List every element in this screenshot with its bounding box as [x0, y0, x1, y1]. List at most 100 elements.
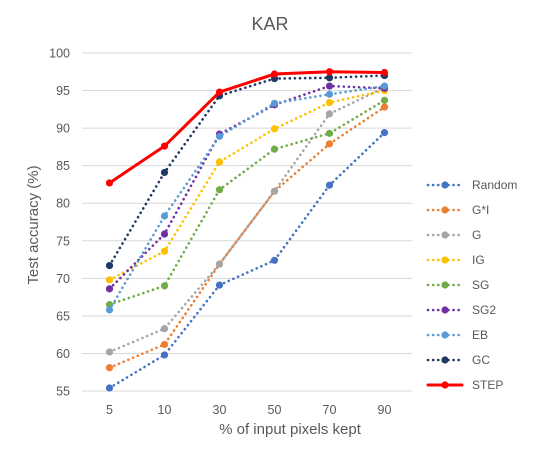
chart-title: KAR [251, 14, 288, 34]
data-point [380, 103, 389, 111]
data-point [215, 281, 224, 289]
series-line [108, 105, 386, 370]
legend-entry: IG [426, 253, 485, 267]
series-line [108, 89, 386, 282]
data-point [105, 276, 114, 284]
legend-entry: EB [426, 328, 488, 342]
data-point [325, 181, 334, 189]
legend-entry: G [426, 228, 481, 242]
series-line [108, 84, 386, 291]
data-point [215, 260, 224, 268]
legend-marker [441, 356, 449, 364]
x-tick-label: 10 [158, 403, 172, 417]
data-point [325, 82, 334, 90]
x-tick-label: 30 [213, 403, 227, 417]
legend-label: IG [472, 253, 485, 267]
y-tick-label: 90 [56, 122, 70, 136]
legend-entry: STEP [426, 378, 503, 392]
data-point [160, 230, 169, 238]
legend-entry: G*I [426, 203, 489, 217]
series-g [105, 83, 389, 356]
y-tick-label: 85 [56, 159, 70, 173]
data-point [160, 247, 169, 255]
x-tick-label: 5 [106, 403, 113, 417]
data-point [105, 285, 114, 293]
x-tick-label: 70 [323, 403, 337, 417]
data-point [105, 306, 114, 314]
x-tick-label: 90 [378, 403, 392, 417]
legend-marker [441, 206, 449, 214]
series-gc [105, 71, 389, 270]
series-line [108, 84, 386, 312]
y-tick-label: 100 [49, 47, 70, 61]
y-axis-label: Test accuracy (%) [25, 165, 42, 284]
data-point [160, 282, 169, 290]
legend-marker [441, 306, 449, 314]
data-point [215, 132, 224, 140]
series-line [108, 70, 386, 185]
data-point [270, 99, 279, 107]
data-point [325, 90, 334, 98]
series-sg2 [105, 82, 389, 293]
data-point [160, 168, 169, 177]
data-point [105, 384, 114, 392]
data-point [270, 145, 279, 153]
legend-label: GC [472, 353, 490, 367]
series-lines [105, 68, 389, 392]
data-point [325, 68, 334, 76]
series-ig [105, 86, 389, 284]
data-point [325, 74, 334, 82]
y-tick-label: 65 [56, 309, 70, 323]
legend: Random G*I G IG SG SG2 EB GC STEP [426, 178, 517, 392]
x-tick-label: 50 [268, 403, 282, 417]
data-point [160, 212, 169, 220]
legend-label: G*I [472, 203, 489, 217]
legend-entry: GC [426, 353, 490, 367]
data-point [160, 325, 169, 333]
legend-marker [441, 181, 449, 189]
y-tick-label: 80 [56, 197, 70, 211]
legend-label: Random [472, 178, 517, 192]
legend-marker [441, 256, 449, 264]
y-tick-label: 60 [56, 347, 70, 361]
y-tick-label: 75 [56, 234, 70, 248]
data-point [215, 186, 224, 194]
legend-label: STEP [472, 378, 503, 392]
data-point [325, 140, 334, 148]
data-point [160, 340, 169, 349]
data-point [215, 158, 224, 166]
data-point [325, 98, 334, 107]
legend-entry: Random [426, 178, 517, 192]
x-axis-label: % of input pixels kept [219, 421, 362, 438]
data-point [270, 256, 279, 264]
data-point [160, 351, 169, 359]
data-point [325, 129, 334, 137]
x-axis-ticks: 5 10 30 50 70 90 [106, 403, 391, 417]
data-point [325, 110, 334, 118]
y-tick-label: 70 [56, 272, 70, 286]
data-point [105, 348, 114, 356]
series-random [105, 129, 389, 392]
legend-label: G [472, 228, 481, 242]
y-axis-ticks: 55 60 65 70 75 80 85 90 95 100 [49, 47, 70, 399]
legend-label: SG2 [472, 303, 496, 317]
y-tick-label: 95 [56, 84, 70, 98]
data-point [380, 68, 389, 77]
legend-marker [441, 381, 449, 389]
data-point [105, 364, 114, 372]
legend-marker [441, 231, 449, 239]
data-point [105, 179, 114, 187]
data-point [380, 96, 389, 104]
legend-entry: SG2 [426, 303, 496, 317]
series-line [108, 131, 386, 390]
legend-label: EB [472, 328, 488, 342]
data-point [105, 261, 114, 270]
series-eb [105, 82, 389, 314]
data-point [270, 70, 279, 78]
legend-marker [441, 281, 449, 289]
y-tick-label: 55 [56, 385, 70, 399]
data-point [160, 142, 169, 150]
series-g-i [105, 103, 389, 372]
legend-entry: SG [426, 278, 489, 292]
